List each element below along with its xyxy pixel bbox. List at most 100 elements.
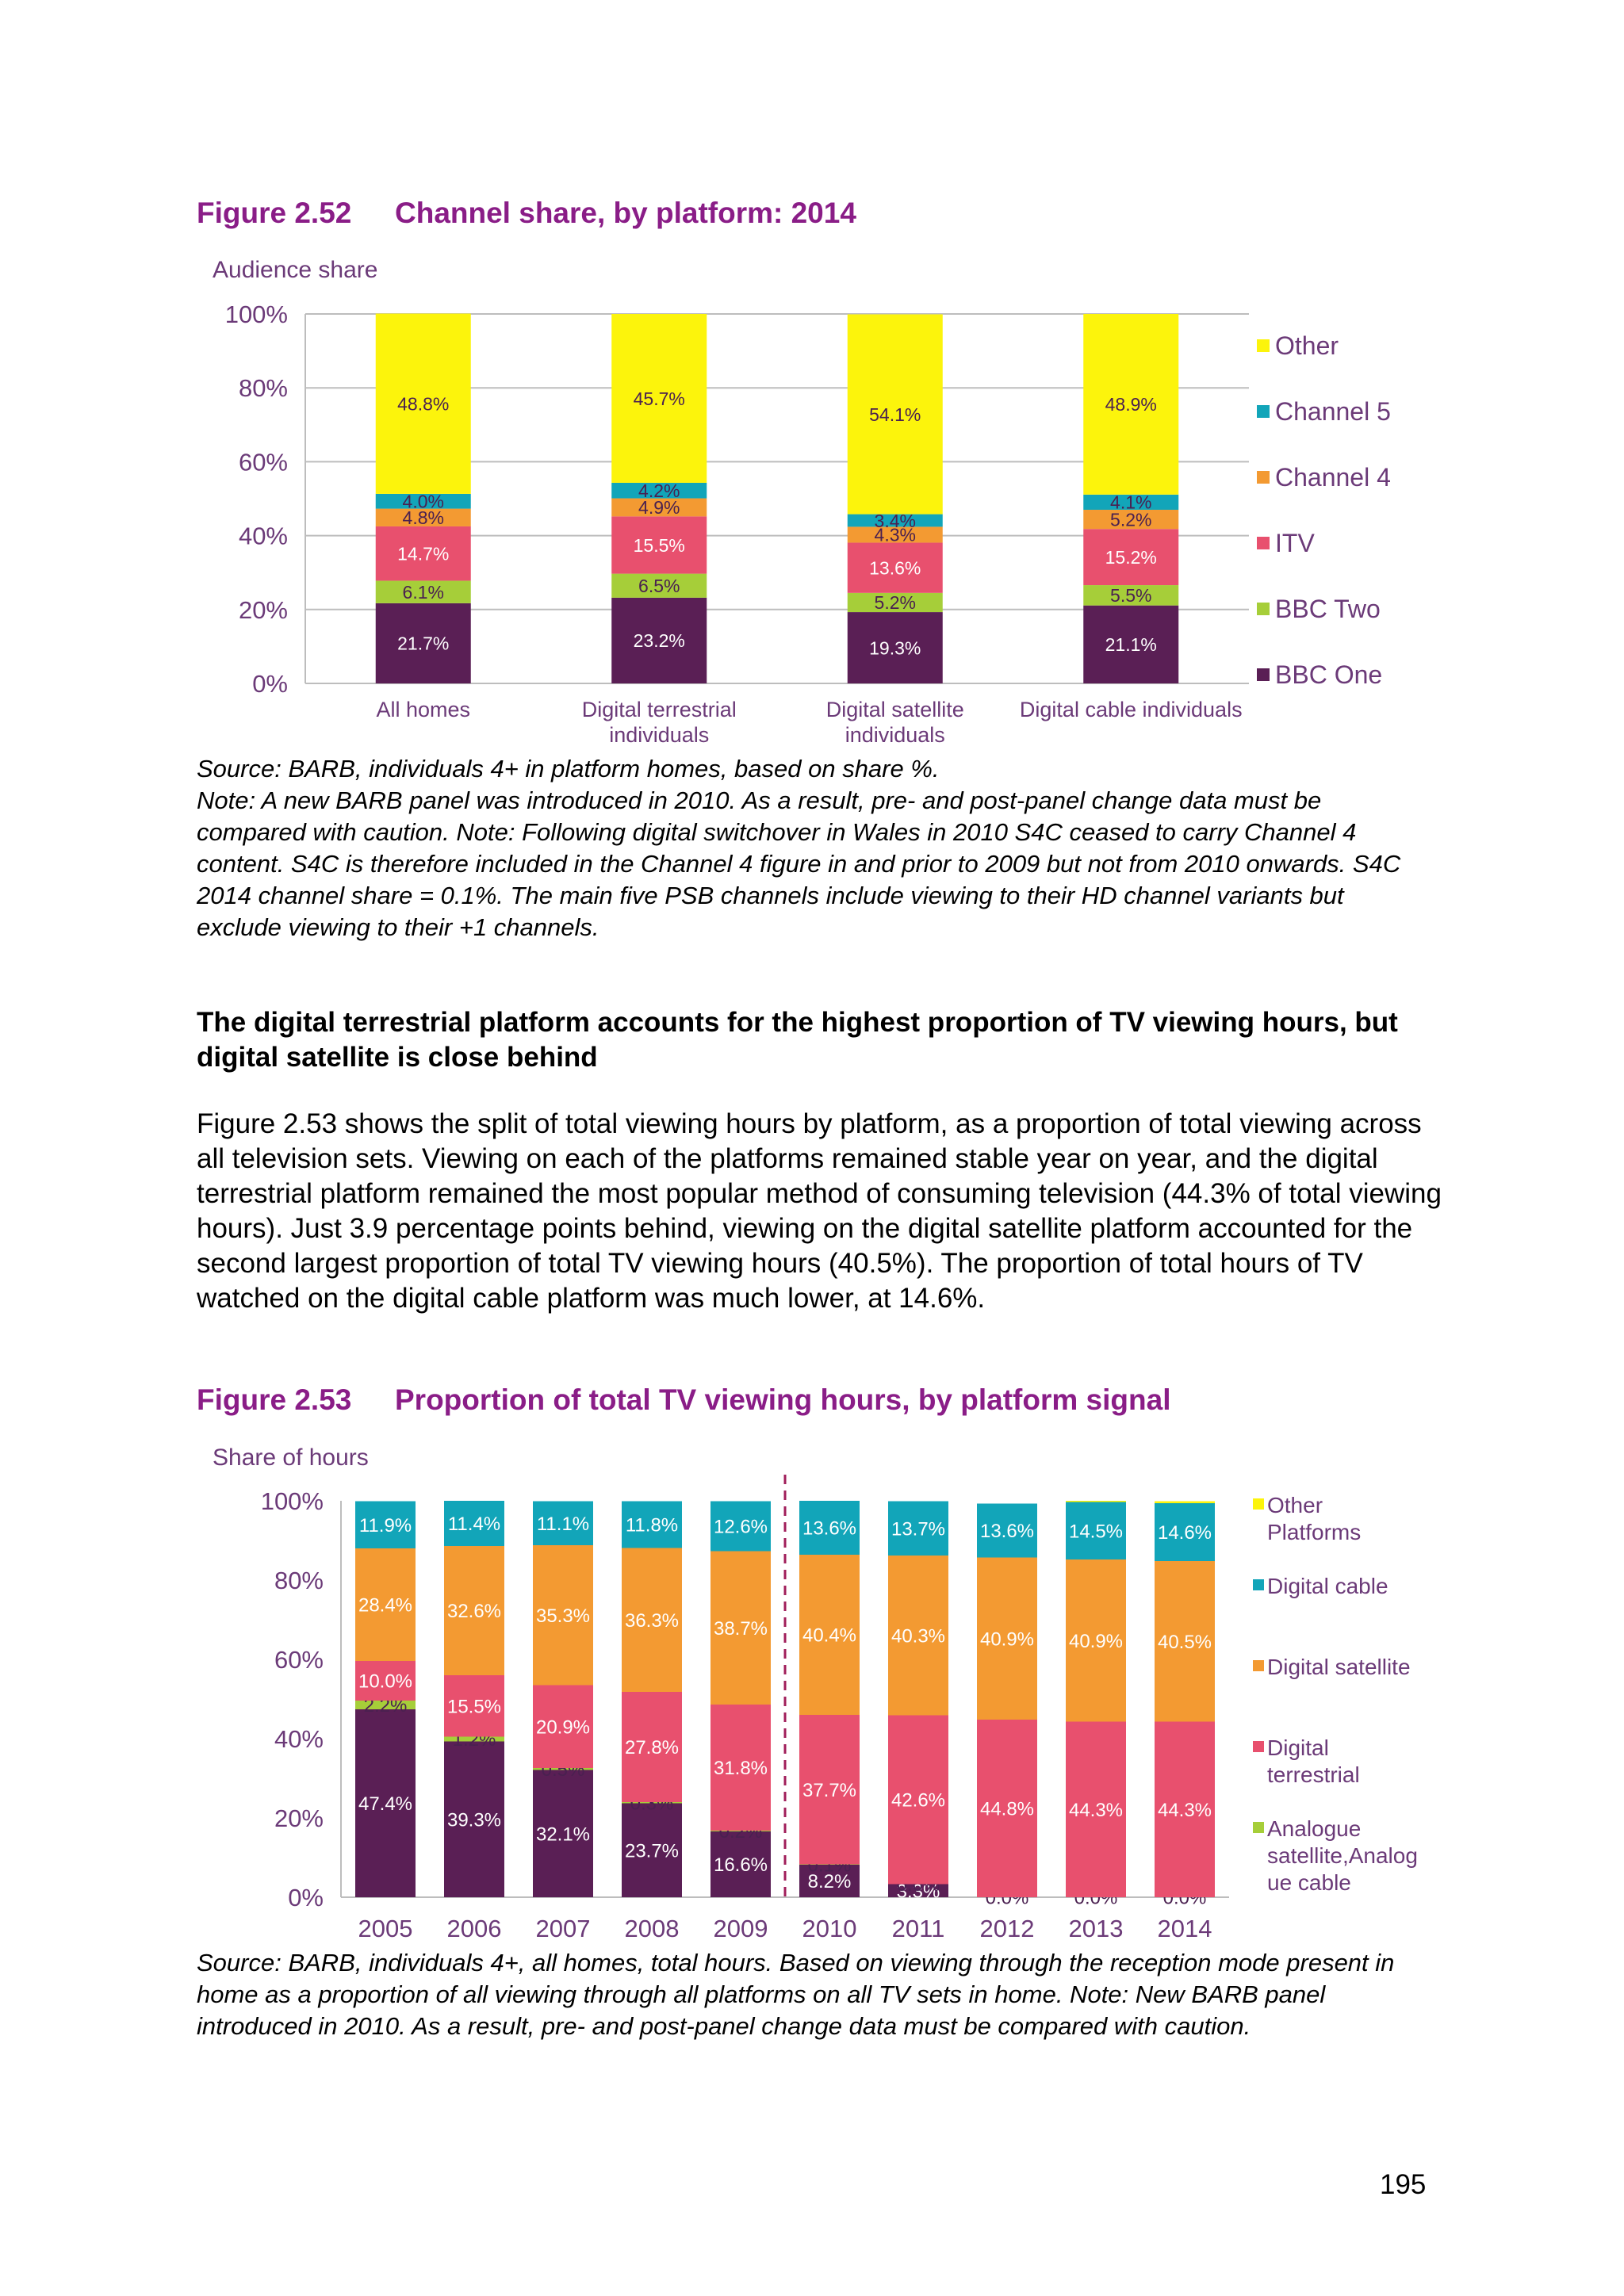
bar-segment xyxy=(847,526,943,543)
bar-segment xyxy=(1083,585,1179,606)
data-label: 54.1% xyxy=(869,404,921,425)
data-label: 40.9% xyxy=(1069,1631,1123,1652)
data-label: 4.9% xyxy=(638,497,680,518)
data-label: 5.2% xyxy=(1110,509,1151,530)
bar-segment xyxy=(611,516,707,574)
bar-segment xyxy=(1066,1721,1126,1897)
data-label: 31.8% xyxy=(714,1758,768,1779)
x-tick-label: 2010 xyxy=(802,1915,857,1942)
bar-segment xyxy=(611,314,707,483)
figure-caption: Proportion of total TV viewing hours, by… xyxy=(395,1383,1171,1416)
figure-notes: Source: BARB, individuals 4+, all homes,… xyxy=(197,1947,1434,2042)
legend-swatch xyxy=(1257,471,1270,484)
bar-segment xyxy=(355,1548,416,1661)
x-tick-label: 2011 xyxy=(892,1915,945,1942)
bar-segment xyxy=(622,1548,682,1692)
data-label: 15.5% xyxy=(447,1696,501,1717)
x-tick-label: 2014 xyxy=(1158,1915,1212,1942)
data-label: 44.3% xyxy=(1158,1800,1212,1821)
data-label: 16.6% xyxy=(714,1854,768,1876)
legend-swatch xyxy=(1257,603,1270,615)
bar-segment xyxy=(977,1720,1037,1897)
y-axis-label: Audience share xyxy=(213,257,378,283)
x-tick-label: 2009 xyxy=(714,1915,768,1942)
bar-segment xyxy=(1083,529,1179,586)
bar-segment xyxy=(611,482,707,499)
x-tick-label: 2007 xyxy=(536,1915,591,1942)
bar-segment xyxy=(888,1556,948,1716)
data-label: 38.7% xyxy=(714,1618,768,1640)
bar-segment xyxy=(1083,314,1179,495)
data-label: 4.3% xyxy=(875,525,916,545)
bar-segment xyxy=(847,314,943,515)
data-label: 42.6% xyxy=(891,1790,945,1812)
section-heading: The digital terrestrial platform account… xyxy=(197,1007,1398,1073)
bar-segment xyxy=(799,1555,860,1715)
data-label: 21.1% xyxy=(1105,634,1157,655)
data-label: 14.5% xyxy=(1069,1521,1123,1542)
legend-swatch xyxy=(1257,405,1270,418)
figure-title: Figure 2.52 Channel share, by platform: 2… xyxy=(197,197,856,230)
legend-swatch xyxy=(1253,1579,1264,1590)
bar-segment xyxy=(847,612,943,683)
data-label: 11.9% xyxy=(359,1515,412,1536)
x-tick-label: All homes xyxy=(376,698,470,721)
y-axis-label: Share of hours xyxy=(213,1445,369,1471)
bar-segment xyxy=(888,1715,948,1885)
data-label: 8.2% xyxy=(808,1871,852,1892)
data-label: 48.9% xyxy=(1105,394,1157,415)
bar-segment xyxy=(888,1501,948,1556)
y-tick-label: 80% xyxy=(274,1567,324,1594)
bar-segment xyxy=(355,1709,416,1897)
legend-swatch xyxy=(1253,1822,1264,1833)
bar-segment xyxy=(1066,1502,1126,1559)
channel-share-chart: 0% 20% 40% 60% 80% 100% 21.7% 6.1% 14.7% 4.8%4.0%… xyxy=(225,300,1391,747)
data-label: 36.3% xyxy=(625,1610,679,1632)
data-label: 11.1% xyxy=(537,1513,589,1535)
bar-segment xyxy=(533,1545,593,1686)
legend-digital-satellite: Digital satellite xyxy=(1267,1655,1411,1679)
data-label: 4.0% xyxy=(403,492,444,512)
data-label: 21.7% xyxy=(397,633,449,654)
legend-itv: ITV xyxy=(1275,529,1315,557)
data-label: 13.6% xyxy=(980,1521,1034,1542)
data-label: 47.4% xyxy=(358,1793,412,1815)
legend-swatch xyxy=(1257,668,1270,681)
bar-segment xyxy=(355,1661,416,1701)
bar-segment xyxy=(444,1501,504,1546)
bar-segment xyxy=(533,1685,593,1768)
data-label: 32.6% xyxy=(447,1601,501,1622)
data-label: 15.2% xyxy=(1105,547,1157,568)
data-label: 23.2% xyxy=(634,630,685,651)
x-tick-label: 2005 xyxy=(358,1915,413,1942)
data-label: 6.1% xyxy=(403,582,444,603)
bar-segment xyxy=(622,1802,682,1804)
data-label: 44.3% xyxy=(1069,1800,1123,1821)
legend-swatch xyxy=(1253,1498,1264,1510)
y-tick-label: 20% xyxy=(274,1804,324,1832)
bar-segment xyxy=(1155,1721,1215,1897)
x-tick-label: individuals xyxy=(845,723,945,747)
figure-notes: Source: BARB, individuals 4+ in platform… xyxy=(197,753,1434,943)
data-label: 40.3% xyxy=(891,1625,945,1647)
legend-channel-4: Channel 4 xyxy=(1275,463,1391,492)
source-text: Source: BARB, individuals 4+ in platform… xyxy=(197,755,940,783)
x-tick-label: Digital terrestrial xyxy=(582,698,737,721)
viewing-hours-chart: 0%20%40%60%80%100%47.4%2.2%10.0%28.4%11.… xyxy=(261,1475,1418,1942)
data-label: 39.3% xyxy=(447,1809,501,1831)
y-tick-label: 0% xyxy=(288,1884,324,1911)
bar-segment xyxy=(799,1865,860,1897)
y-tick-label: 60% xyxy=(239,448,288,476)
data-label: 14.7% xyxy=(397,543,449,564)
bar-segment xyxy=(444,1741,504,1897)
data-label: 37.7% xyxy=(802,1780,856,1801)
legend-swatch xyxy=(1257,339,1270,352)
y-tick-label: 100% xyxy=(261,1487,324,1515)
source-text: Source: BARB, individuals 4+, all homes,… xyxy=(197,1949,1395,2040)
y-tick-label: 40% xyxy=(239,522,288,550)
data-label: 13.7% xyxy=(891,1518,945,1540)
data-label: 5.5% xyxy=(1110,585,1151,606)
bar-segment xyxy=(375,508,471,526)
bar-segment xyxy=(355,1501,416,1548)
figure-number: Figure 2.52 xyxy=(197,197,352,229)
